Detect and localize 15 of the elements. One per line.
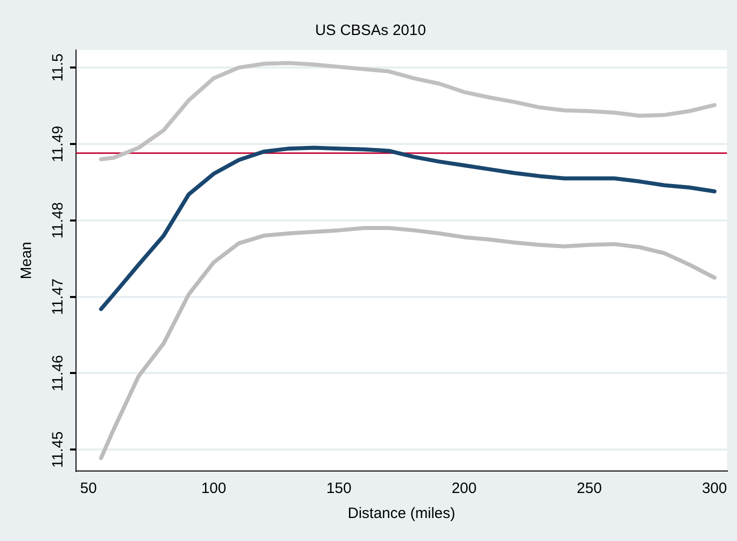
x-tick-label: 200: [452, 480, 477, 498]
x-tick-label: 250: [576, 480, 602, 498]
x-tick-label: 100: [201, 480, 226, 498]
y-tick-label: 11.48: [50, 202, 67, 239]
y-tick-label: 11.47: [50, 278, 67, 316]
x-tick-label: 300: [702, 480, 727, 498]
chart-title: US CBSAs 2010: [315, 22, 426, 40]
x-tick-label: 150: [326, 480, 352, 498]
y-tick-label: 11.46: [50, 354, 67, 392]
y-tick-label: 11.49: [50, 126, 67, 162]
y-tick-label: 11.5: [50, 54, 67, 82]
y-tick-label: 11.45: [50, 431, 67, 468]
x-axis-title: Distance (miles): [348, 505, 456, 522]
y-axis-title: Mean: [18, 242, 36, 280]
x-tick-label: 50: [80, 480, 97, 498]
